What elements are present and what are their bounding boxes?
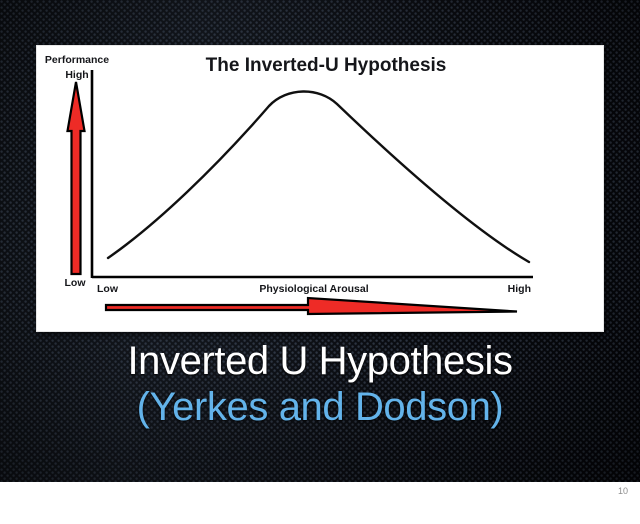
slide-canvas: The Inverted-U Hypothesis Performance Hi… xyxy=(0,0,640,482)
x-axis-title: Physiological Arousal xyxy=(259,283,368,295)
chart-title: The Inverted-U Hypothesis xyxy=(206,55,447,76)
x-axis-low-label: Low xyxy=(97,283,119,295)
y-axis-high-label: High xyxy=(65,69,88,81)
slide-caption: Inverted U Hypothesis (Yerkes and Dodson… xyxy=(0,340,640,429)
caption-subtitle: (Yerkes and Dodson) xyxy=(136,385,504,430)
x-axis-high-label: High xyxy=(508,283,531,295)
performance-curve xyxy=(106,90,531,264)
page-footer: 10 xyxy=(0,482,640,524)
arousal-arrow-icon xyxy=(104,296,518,316)
performance-arrow-icon xyxy=(66,81,86,276)
page-number: 10 xyxy=(617,486,628,496)
inverted-u-chart: The Inverted-U Hypothesis Performance Hi… xyxy=(45,54,533,316)
caption-title: Inverted U Hypothesis xyxy=(127,339,513,383)
y-axis-title: Performance xyxy=(45,54,109,66)
y-axis-low-label: Low xyxy=(65,277,87,289)
figure-panel: The Inverted-U Hypothesis Performance Hi… xyxy=(37,46,603,331)
